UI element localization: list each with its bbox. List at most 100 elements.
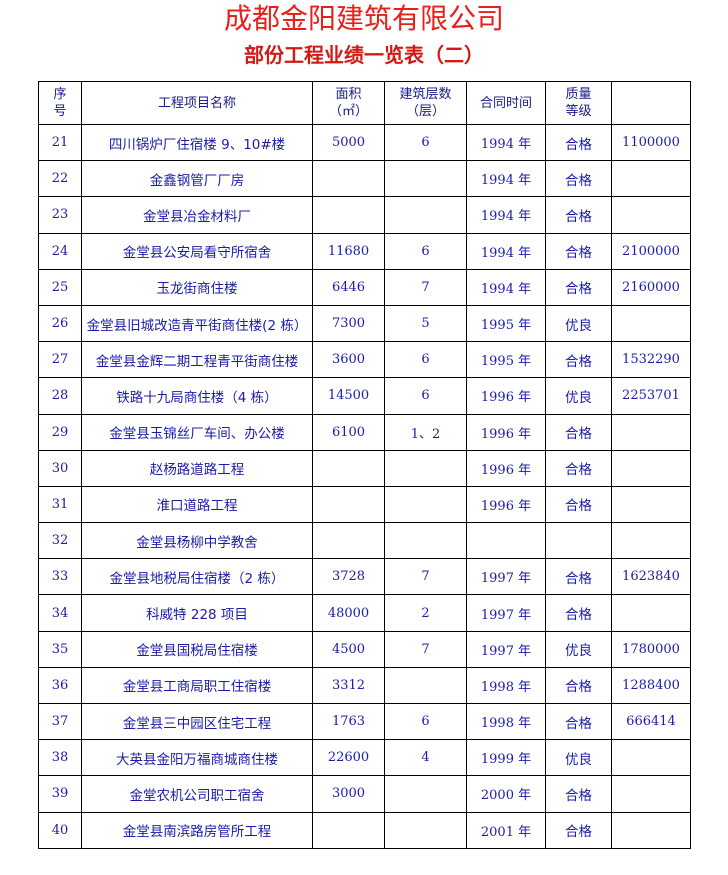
cell-no: 29 <box>38 413 82 451</box>
cell-quality: 合格 <box>545 268 612 306</box>
cell-name: 铁路十九局商住楼（4 栋） <box>81 377 313 415</box>
table-row: 33 金堂县地税局住宿楼（2 栋） 3728 7 1997 年合格 1623840 <box>38 558 691 596</box>
cell-amount <box>611 522 691 560</box>
cell-area: 48000 <box>312 594 385 632</box>
cell-floors <box>384 160 467 198</box>
cell-no: 32 <box>38 522 82 560</box>
cell-quality <box>545 522 612 560</box>
cell-floors <box>384 522 467 560</box>
table-row: 21 四川锅炉厂住宿楼 9、10#楼 5000 6 1994 年合格 1100000 <box>38 123 691 162</box>
cell-amount <box>611 449 691 487</box>
cell-floors <box>384 485 467 524</box>
cell-area: 6100 <box>312 413 385 451</box>
table-row: 23 金堂县冶金材料厂 1994 年合格 <box>38 196 691 234</box>
cell-no: 27 <box>38 341 82 379</box>
cell-floors: 2 <box>384 594 467 632</box>
cell-floors: 7 <box>384 268 467 306</box>
cell-no: 39 <box>38 775 82 813</box>
cell-quality: 合格 <box>545 558 612 596</box>
cell-area: 3728 <box>312 558 385 596</box>
cell-no: 26 <box>38 304 82 343</box>
table-row: 36 金堂县工商局职工住宿楼 3312 1998 年合格 1288400 <box>38 666 691 705</box>
header-name-label: 工程项目名称 <box>157 95 236 111</box>
cell-area <box>312 485 385 524</box>
cell-date: 1994 年 <box>466 268 546 306</box>
table-row: 32 金堂县杨柳中学教舍 <box>38 522 691 560</box>
table-row: 27 金堂县金辉二期工程青平街商住楼 3600 6 1995 年合格 1532290 <box>38 341 691 379</box>
cell-area: 14500 <box>312 377 385 415</box>
header-no-label: 序号 <box>53 87 67 119</box>
header-name: 工程项目名称 <box>81 81 313 125</box>
cell-date: 1997 年 <box>466 558 546 596</box>
cell-amount <box>611 811 691 849</box>
cell-no: 28 <box>38 377 82 415</box>
cell-amount: 1780000 <box>611 630 691 668</box>
cell-date: 1996 年 <box>466 485 546 524</box>
cell-floors <box>384 811 467 849</box>
cell-area <box>312 811 385 849</box>
cell-no: 34 <box>38 594 82 632</box>
cell-amount <box>611 739 691 777</box>
cell-amount <box>611 485 691 524</box>
cell-amount <box>611 304 691 343</box>
cell-quality: 合格 <box>545 485 612 524</box>
cell-area: 4500 <box>312 630 385 668</box>
cell-no: 21 <box>38 123 82 162</box>
cell-date: 2001 年 <box>466 811 546 849</box>
cell-name: 金堂县南滨路房管所工程 <box>81 811 313 849</box>
table-subtitle: 部份工程业绩一览表（二） <box>244 43 484 67</box>
cell-quality: 合格 <box>545 413 612 451</box>
cell-name: 玉龙街商住楼 <box>81 268 313 306</box>
table-row: 31 淮口道路工程 1996 年合格 <box>38 485 691 524</box>
cell-floors: 6 <box>384 341 467 379</box>
cell-date: 1994 年 <box>466 232 546 270</box>
table-row: 37 金堂县三中园区住宅工程 1763 6 1998 年合格 666414 <box>38 702 691 741</box>
table-row: 28 铁路十九局商住楼（4 栋） 14500 6 1996 年优良 2253701 <box>38 377 691 415</box>
cell-quality: 优良 <box>545 377 612 415</box>
table-row: 29 金堂县玉锦丝厂车间、办公楼 6100 1、2 1996 年合格 <box>38 413 691 451</box>
cell-no: 36 <box>38 666 82 705</box>
cell-area: 3312 <box>312 666 385 705</box>
table-row: 30 赵杨路道路工程 1996 年合格 <box>38 449 691 487</box>
cell-date: 1999 年 <box>466 739 546 777</box>
cell-area: 5000 <box>312 123 385 162</box>
cell-amount <box>611 160 691 198</box>
cell-quality: 优良 <box>545 630 612 668</box>
cell-amount: 1623840 <box>611 558 691 596</box>
cell-date: 1994 年 <box>466 123 546 162</box>
cell-amount: 1532290 <box>611 341 691 379</box>
table-row: 40 金堂县南滨路房管所工程 2001 年合格 <box>38 811 691 849</box>
header-row: 序号 工程项目名称 面积（㎡） 建筑层数（层） 合同时间 质量等级 <box>38 81 691 125</box>
cell-amount: 2160000 <box>611 268 691 306</box>
cell-quality: 优良 <box>545 304 612 343</box>
cell-floors <box>384 196 467 234</box>
cell-floors: 4 <box>384 739 467 777</box>
header-quality-label: 质量等级 <box>565 87 592 119</box>
cell-date: 1997 年 <box>466 594 546 632</box>
cell-floors: 6 <box>384 702 467 741</box>
cell-no: 22 <box>38 160 82 198</box>
cell-quality: 合格 <box>545 232 612 270</box>
table-row: 38 大英县金阳万福商城商住楼 22600 4 1999 年优良 <box>38 739 691 777</box>
cell-amount <box>611 196 691 234</box>
cell-name: 淮口道路工程 <box>81 485 313 524</box>
cell-area: 3600 <box>312 341 385 379</box>
cell-no: 24 <box>38 232 82 270</box>
cell-name: 金堂县三中园区住宅工程 <box>81 702 313 741</box>
table-row: 24 金堂县公安局看守所宿舍 11680 6 1994 年合格 2100000 <box>38 232 691 270</box>
cell-name: 金鑫钢管厂厂房 <box>81 160 313 198</box>
cell-name: 金堂县国税局住宿楼 <box>81 630 313 668</box>
table-row: 34 科威特 228 项目 48000 2 1997 年合格 <box>38 594 691 632</box>
cell-floors <box>384 775 467 813</box>
table-row: 26 金堂县旧城改造青平街商住楼(2 栋） 7300 5 1995 年优良 <box>38 304 691 343</box>
cell-amount: 1100000 <box>611 123 691 162</box>
header-area: 面积（㎡） <box>312 81 385 125</box>
cell-no: 35 <box>38 630 82 668</box>
cell-date: 1996 年 <box>466 377 546 415</box>
cell-area <box>312 522 385 560</box>
cell-quality: 合格 <box>545 160 612 198</box>
projects-table: 序号 工程项目名称 面积（㎡） 建筑层数（层） 合同时间 质量等级 21 四川锅炉厂住宿楼 … <box>38 81 691 849</box>
cell-area <box>312 449 385 487</box>
cell-name: 金堂农机公司职工宿舍 <box>81 775 313 813</box>
cell-area <box>312 196 385 234</box>
